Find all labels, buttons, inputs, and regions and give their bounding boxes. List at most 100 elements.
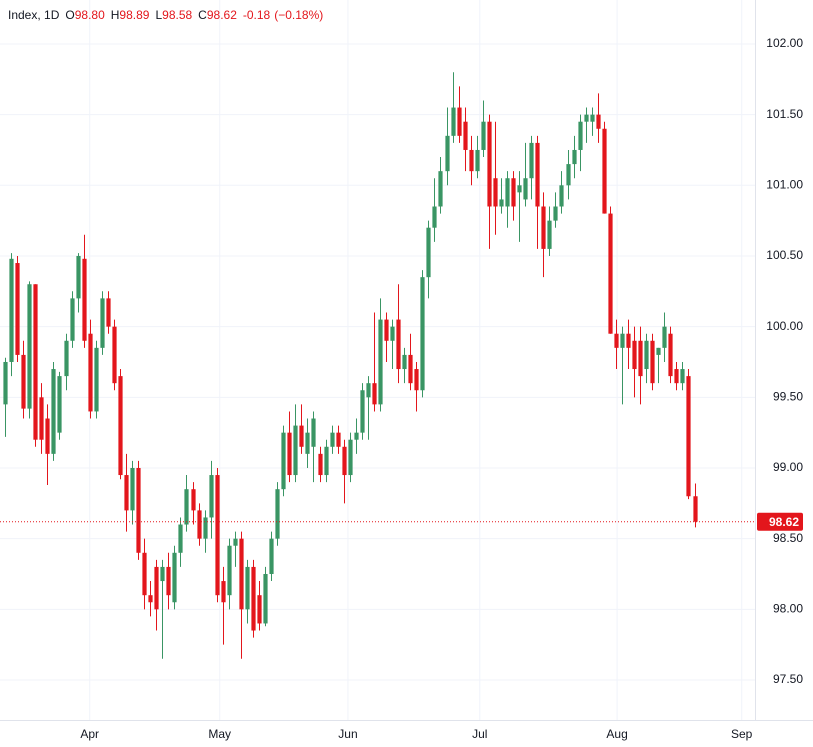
candle-body	[124, 475, 129, 511]
candle-body	[384, 319, 389, 341]
candle-body	[432, 206, 437, 228]
candle-body	[142, 552, 147, 596]
candle-body	[318, 453, 323, 476]
candle-body	[330, 432, 335, 447]
candle-body	[523, 178, 528, 200]
candle-body	[396, 319, 401, 370]
candle-body	[620, 333, 625, 348]
candle-body	[511, 178, 516, 207]
candle-body	[475, 149, 480, 172]
candle-body	[227, 545, 232, 596]
candle-body	[566, 164, 571, 186]
candle-body	[305, 432, 310, 454]
candle-body	[45, 418, 50, 454]
legend-field-label: O	[65, 8, 75, 22]
candle-body	[674, 369, 679, 384]
candle-body	[354, 432, 359, 440]
legend-field-label: L	[155, 8, 163, 22]
candle-body	[596, 114, 601, 129]
y-tick-label: 98.00	[773, 602, 803, 616]
candle-body	[469, 149, 474, 172]
candle-body	[426, 227, 431, 278]
candle-body	[245, 566, 250, 610]
candle-body	[269, 538, 274, 574]
last-price-badge	[757, 512, 803, 531]
candle-body	[21, 354, 26, 409]
candle-body	[342, 446, 347, 476]
x-tick-label: Aug	[606, 727, 627, 741]
candle-body	[668, 333, 673, 377]
legend-field-value: 98.62	[206, 8, 237, 22]
legend-field-value: 98.80	[74, 8, 105, 22]
candle-body	[656, 347, 661, 355]
candle-body	[493, 178, 498, 207]
candle-body	[257, 595, 262, 624]
y-tick-label: 100.00	[766, 319, 803, 333]
candle-body	[203, 517, 208, 539]
x-tick-label: Sep	[731, 727, 753, 741]
candle-body	[572, 149, 577, 165]
candle-body	[644, 340, 649, 370]
candle-body	[481, 121, 486, 150]
candle-body	[626, 333, 631, 348]
candle-body	[130, 467, 135, 511]
candle-body	[686, 376, 691, 497]
candle-body	[233, 538, 238, 546]
candle-body	[541, 206, 546, 249]
candle-body	[166, 566, 171, 596]
y-tick-label: 101.50	[766, 107, 803, 121]
legend-change: -0.18	[242, 8, 271, 22]
candle-body	[239, 538, 244, 610]
candle-body	[559, 185, 564, 207]
candle-body	[632, 340, 637, 370]
candles	[0, 72, 755, 659]
candle-body	[136, 467, 141, 553]
legend-change-pct: (−0.18%)	[274, 8, 324, 22]
candle-body	[553, 206, 558, 221]
candle-body	[590, 114, 595, 122]
candle-body	[293, 425, 298, 476]
candle-body	[209, 475, 214, 518]
candle-body	[112, 326, 117, 384]
candle-body	[420, 277, 425, 391]
candle-body	[602, 128, 607, 214]
legend: Index, 1D O 98.80 H 98.89 L 98.58 C 98.62 -0.18 (−…	[8, 8, 323, 22]
candle-body	[299, 425, 304, 447]
candle-body	[360, 390, 365, 433]
candle-body	[191, 489, 196, 511]
candle-body	[106, 298, 111, 327]
candle-body	[15, 263, 20, 355]
x-tick-label: May	[208, 727, 231, 741]
grid	[0, 0, 755, 720]
candle-body	[408, 354, 413, 384]
candle-body	[281, 432, 286, 490]
candle-body	[64, 340, 69, 377]
candle-body	[197, 510, 202, 539]
candle-body	[578, 121, 583, 150]
candle-body	[94, 347, 99, 412]
candle-body	[88, 333, 93, 412]
candle-body	[172, 552, 177, 603]
candle-body	[287, 432, 292, 476]
y-tick-label: 98.50	[773, 531, 803, 545]
x-tick-label: Jul	[472, 727, 487, 741]
candle-body	[378, 319, 383, 405]
candle-body	[57, 376, 62, 433]
candle-body	[402, 354, 407, 370]
candle-body	[76, 255, 81, 299]
y-tick-label: 100.50	[766, 248, 803, 262]
candle-body	[154, 566, 159, 610]
candle-body	[178, 524, 183, 553]
candle-body	[517, 185, 522, 193]
candle-body	[499, 199, 504, 207]
y-tick-label: 102.00	[766, 36, 803, 50]
y-tick-label: 99.00	[773, 460, 803, 474]
x-tick-label: Jun	[338, 727, 357, 741]
candle-body	[463, 121, 468, 150]
x-tick-label: Apr	[80, 727, 99, 741]
candle-body	[348, 439, 353, 476]
candle-body	[324, 446, 329, 476]
candle-body	[505, 178, 510, 207]
candle-body	[366, 383, 371, 398]
